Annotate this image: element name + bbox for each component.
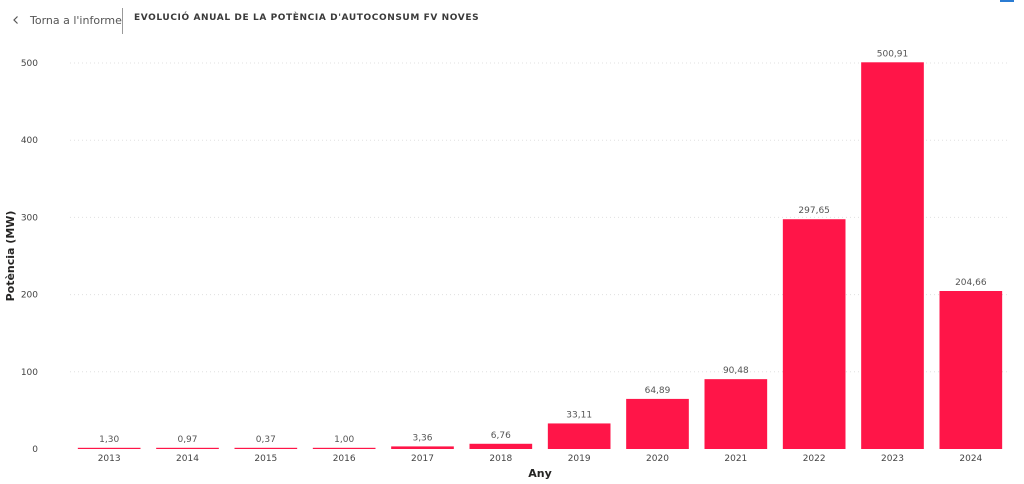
data-label-2015: 0,37 — [256, 435, 276, 445]
bar-2022 — [782, 219, 846, 449]
data-label-2018: 6,76 — [491, 431, 511, 441]
x-tick-label: 2018 — [489, 454, 512, 464]
bar-2021 — [704, 379, 768, 449]
bar-2014 — [156, 447, 219, 449]
bar-2013 — [77, 447, 141, 449]
x-tick-label: 2014 — [176, 454, 199, 464]
back-to-report-button[interactable]: Torna a l'informe — [8, 8, 122, 32]
header-divider — [122, 8, 123, 34]
data-label-2020: 64,89 — [645, 386, 671, 396]
y-tick-label: 0 — [32, 445, 38, 455]
y-axis-label: Potència (MW) — [4, 211, 17, 302]
accent-line — [1000, 0, 1014, 2]
x-tick-label: 2017 — [411, 454, 434, 464]
data-label-2022: 297,65 — [798, 206, 830, 216]
bar-2019 — [547, 423, 611, 449]
x-tick-label: 2020 — [646, 454, 669, 464]
y-tick-label: 100 — [21, 368, 38, 378]
chevron-left-icon — [8, 12, 24, 28]
x-tick-label: 2019 — [568, 454, 591, 464]
x-axis-label: Any — [528, 467, 552, 480]
bar-2016 — [312, 447, 376, 449]
y-tick-label: 400 — [21, 136, 38, 146]
x-tick-label: 2024 — [959, 454, 982, 464]
data-label-2016: 1,00 — [334, 435, 354, 445]
bar-2017 — [391, 446, 454, 449]
bar-2024 — [939, 291, 1003, 449]
back-label: Torna a l'informe — [30, 13, 122, 27]
y-tick-label: 300 — [21, 213, 38, 223]
bar-2015 — [234, 447, 298, 449]
x-tick-label: 2015 — [254, 454, 277, 464]
data-label-2024: 204,66 — [955, 278, 987, 288]
bar-chart: 0 100 200 300 400 500 Potència (MW) 1,30 2013 0,9… — [4, 49, 1010, 480]
bar-2020 — [626, 398, 689, 449]
data-label-2013: 1,30 — [99, 435, 119, 445]
data-label-2019: 33,11 — [566, 410, 592, 420]
data-label-2023: 500,91 — [877, 49, 909, 59]
data-label-2017: 3,36 — [412, 433, 432, 443]
bar-2018 — [469, 443, 533, 449]
x-tick-label: 2023 — [881, 454, 904, 464]
page-title: EVOLUCIÓ ANUAL DE LA POTÈNCIA D'AUTOCONS… — [134, 13, 480, 23]
bar-2023 — [861, 62, 924, 449]
data-label-2014: 0,97 — [177, 435, 197, 445]
x-tick-label: 2016 — [333, 454, 356, 464]
x-tick-label: 2013 — [98, 454, 121, 464]
y-tick-label: 500 — [21, 59, 38, 69]
y-tick-label: 200 — [21, 291, 38, 301]
data-label-2021: 90,48 — [723, 366, 749, 376]
top-bar: Torna a l'informe EVOLUCIÓ ANUAL DE LA P… — [0, 0, 1024, 40]
x-tick-label: 2022 — [803, 454, 826, 464]
x-tick-label: 2021 — [724, 454, 747, 464]
